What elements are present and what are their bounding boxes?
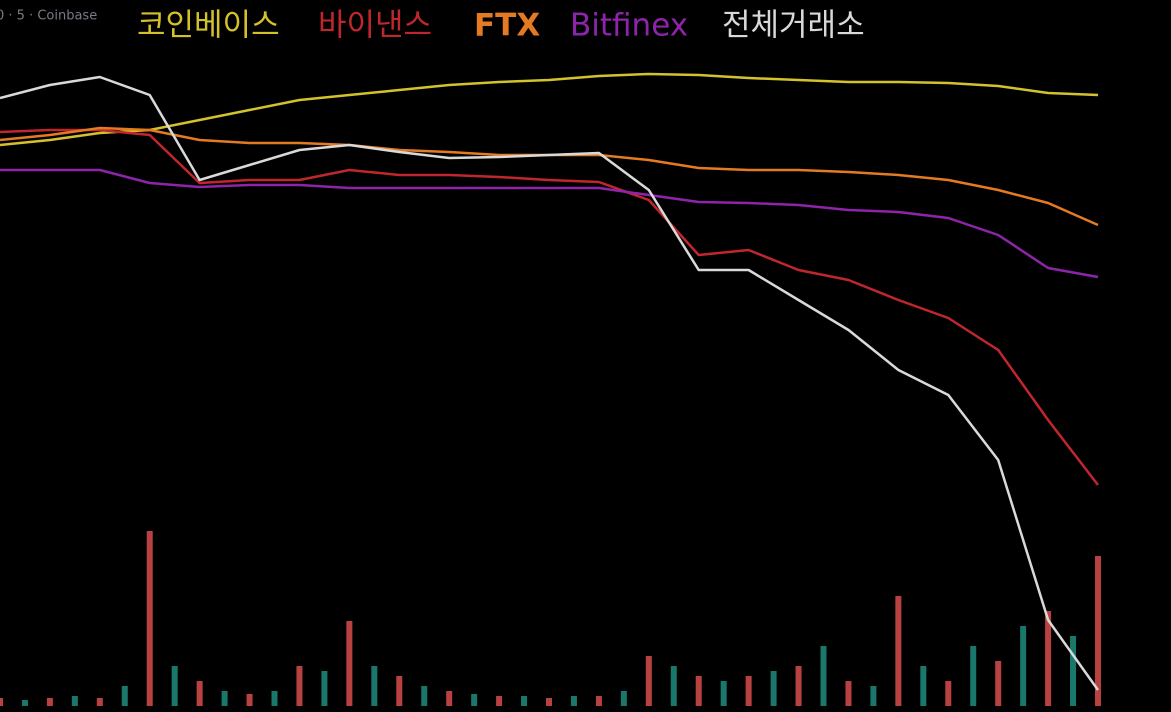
volume-bar xyxy=(870,686,877,706)
legend-entry: Bitfinex xyxy=(570,8,688,44)
volume-bar xyxy=(471,694,478,706)
volume-bar xyxy=(0,698,3,706)
legend-entry: 바이낸스 xyxy=(318,8,432,44)
volume-bar xyxy=(171,666,178,706)
volume-bar xyxy=(146,531,153,706)
volume-bar xyxy=(1095,556,1101,706)
volume-bar xyxy=(895,596,902,706)
volume-bar xyxy=(521,696,528,706)
legend: 코인베이스 바이낸스 FTX Bitfinex 전체거래소 xyxy=(137,8,865,44)
volume-bar xyxy=(546,698,552,706)
volume-bar xyxy=(296,666,303,706)
volume-bar xyxy=(496,696,503,706)
legend-entry: 코인베이스 xyxy=(137,8,280,44)
volume-bar xyxy=(371,666,378,706)
volume-bar xyxy=(246,694,253,706)
volume-bar xyxy=(595,696,602,706)
volume-bar xyxy=(196,681,203,706)
legend-entry: FTX xyxy=(474,8,540,44)
volume-bar xyxy=(221,691,228,706)
volume-bar xyxy=(321,671,328,706)
volume-bar xyxy=(570,696,577,706)
series-line xyxy=(0,126,1099,227)
volume-bar xyxy=(1045,611,1052,706)
series-line xyxy=(0,72,1099,147)
volume-bar xyxy=(770,671,777,706)
volume-bar xyxy=(421,686,428,706)
volume-bar xyxy=(21,700,28,706)
volume-bar xyxy=(920,666,927,706)
volume-bar xyxy=(121,686,128,706)
volume-bar xyxy=(995,661,1002,706)
source-label: 0 · 5 · Coinbase xyxy=(0,9,97,24)
volume-bar xyxy=(346,621,353,706)
volume-bar xyxy=(670,666,677,706)
volume-bar xyxy=(720,681,727,706)
volume-bar xyxy=(396,676,403,706)
series-line xyxy=(0,128,1099,486)
volume-bar xyxy=(96,698,103,706)
volume-bar xyxy=(845,681,852,706)
volume-bar xyxy=(945,681,952,706)
volume-bar xyxy=(695,676,702,706)
volume-bar xyxy=(271,691,278,706)
volume-bar xyxy=(1070,636,1077,706)
volume-bar xyxy=(820,646,827,706)
legend-entry: 전체거래소 xyxy=(722,8,865,44)
volume-bar xyxy=(71,696,78,706)
volume-bar xyxy=(620,691,627,706)
volume-bar xyxy=(645,656,652,706)
volume-bar xyxy=(745,676,752,706)
series-line xyxy=(0,75,1100,691)
volume-bar xyxy=(970,646,977,706)
volume-bar xyxy=(795,666,802,706)
volume-bar xyxy=(1020,626,1027,706)
volume-bar xyxy=(446,691,453,706)
series-line xyxy=(0,168,1099,279)
volume-bar xyxy=(46,698,53,706)
